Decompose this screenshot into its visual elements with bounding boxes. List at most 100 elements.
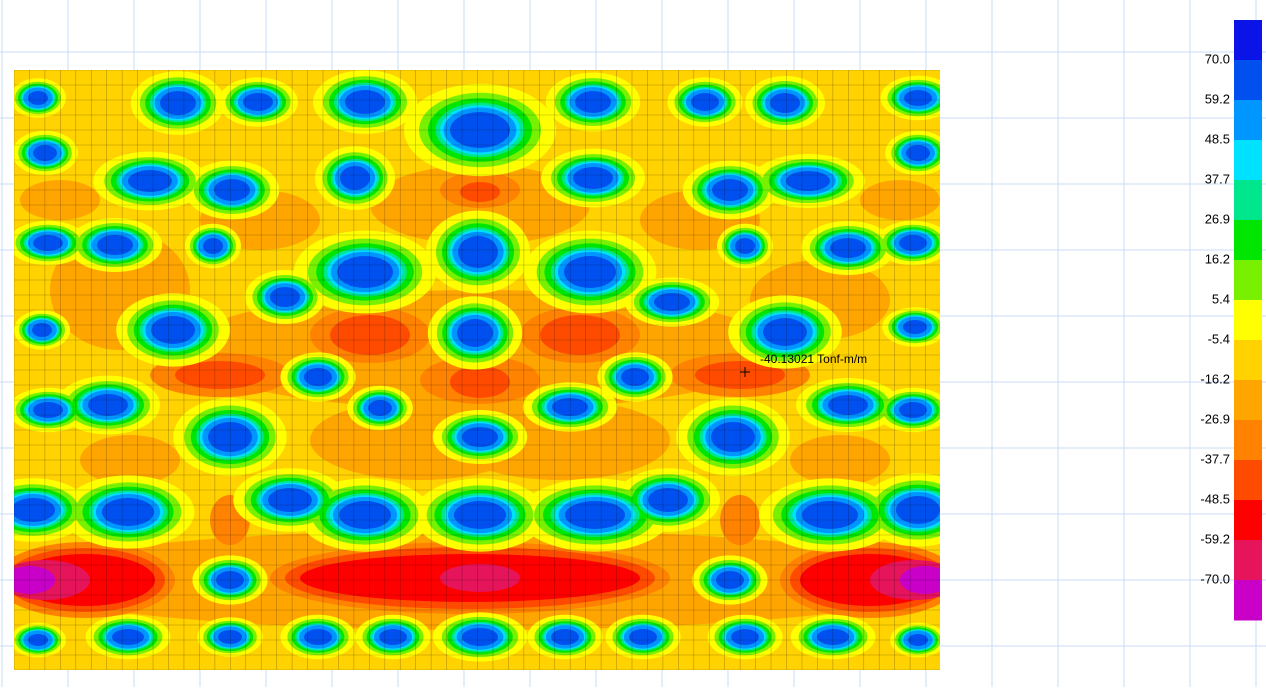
annotation: -40.13021 Tonf-m/m: [760, 352, 867, 366]
contour-zone: [270, 287, 300, 307]
legend-label: -70.0: [1200, 571, 1230, 586]
legend-label: 26.9: [1205, 211, 1230, 226]
contour-zone: [828, 395, 868, 415]
contour-zone: [450, 112, 510, 148]
contour-zone: [33, 402, 63, 418]
contour-zone: [648, 488, 688, 512]
contour-zone: [462, 628, 498, 646]
legend-label: 70.0: [1205, 51, 1230, 66]
contour-zone: [720, 495, 760, 545]
contour-zone: [629, 629, 657, 645]
contour-zone: [14, 566, 55, 594]
legend-swatch: [1234, 460, 1262, 501]
contour-zone: [20, 180, 100, 220]
contour-zone: [731, 629, 759, 645]
legend-swatch: [1234, 220, 1262, 261]
legend-swatch: [1234, 340, 1262, 381]
contour-zone: [763, 318, 807, 346]
contour-zone: [28, 634, 48, 646]
contour-zone: [28, 91, 48, 105]
legend-swatch: [1234, 260, 1262, 301]
contour-zone: [33, 145, 57, 161]
contour-zone: [716, 571, 744, 589]
contour-zone: [337, 256, 393, 288]
contour-zone: [712, 179, 748, 201]
legend-label: -16.2: [1200, 371, 1230, 386]
contour-zone: [128, 170, 172, 192]
contour-zone: [304, 368, 332, 386]
legend-label: -26.9: [1200, 411, 1230, 426]
contour-zone: [268, 488, 312, 512]
legend-swatch: [1234, 300, 1262, 341]
contour-zone: [906, 145, 930, 161]
contour-zone: [575, 91, 611, 113]
contour-plot: [14, 70, 940, 670]
legend-swatch: [1234, 420, 1262, 461]
legend-swatch: [1234, 20, 1262, 61]
contour-zone: [860, 180, 940, 220]
legend-label: -59.2: [1200, 531, 1230, 546]
contour-zone: [552, 398, 588, 416]
contour-zone: [330, 315, 410, 355]
contour-zone: [899, 402, 927, 418]
contour-zone: [551, 629, 579, 645]
contour-zone: [904, 90, 932, 106]
contour-zone: [899, 235, 927, 251]
contour-zone: [33, 235, 63, 251]
contour-zone: [102, 498, 154, 526]
contour-zone: [345, 90, 385, 114]
contour-zone: [564, 256, 616, 288]
contour-zone: [458, 236, 498, 268]
contour-zone: [379, 629, 407, 645]
contour-zone: [621, 368, 649, 386]
legend-swatch: [1234, 500, 1262, 541]
contour-zone: [830, 238, 866, 258]
contour-zone: [896, 496, 940, 524]
contour-zone: [711, 422, 755, 452]
legend-swatch: [1234, 180, 1262, 221]
legend: 70.0 59.2 48.5 37.7 26.9 16.2 5.4 -5.4 -16.2 -26.…: [1200, 20, 1262, 621]
contour-zone: [216, 571, 244, 589]
contour-zone: [80, 435, 180, 485]
contour-zone: [151, 316, 195, 344]
contour-zone: [900, 566, 940, 594]
legend-label: -37.7: [1200, 451, 1230, 466]
legend-label: 5.4: [1212, 291, 1230, 306]
contour-zone: [454, 501, 506, 529]
legend-swatch: [1234, 380, 1262, 421]
contour-zone: [32, 323, 52, 337]
contour-zone: [214, 179, 250, 201]
contour-zone: [565, 501, 625, 529]
contour-zone: [802, 501, 858, 529]
contour-zone: [203, 238, 223, 254]
legend-swatch: [1234, 100, 1262, 141]
legend-swatch: [1234, 580, 1262, 621]
contour-zone: [770, 93, 800, 113]
contour-zone: [903, 320, 927, 334]
contour-zone: [462, 427, 498, 447]
contour-zone: [654, 293, 690, 311]
contour-zone: [457, 319, 493, 347]
contour-zone: [14, 498, 55, 522]
cursor-marker: [740, 367, 750, 377]
contour-zone: [908, 634, 928, 646]
contour-zone: [735, 238, 755, 254]
legend-label: 59.2: [1205, 91, 1230, 106]
contour-zone: [340, 166, 370, 190]
contour-zone: [97, 235, 133, 255]
legend-swatch: [1234, 540, 1262, 581]
legend-label: 48.5: [1205, 131, 1230, 146]
contour-zone: [786, 171, 830, 191]
contour-zone: [817, 629, 849, 645]
legend-label: -48.5: [1200, 491, 1230, 506]
contour-zone: [540, 315, 620, 355]
contour-zone: [573, 167, 613, 189]
contour-zone: [339, 501, 391, 529]
contour-zone: [450, 366, 510, 398]
legend-label: 37.7: [1205, 171, 1230, 186]
legend-swatch: [1234, 60, 1262, 101]
contour-zone: [243, 93, 273, 111]
contour-zone: [160, 91, 196, 115]
